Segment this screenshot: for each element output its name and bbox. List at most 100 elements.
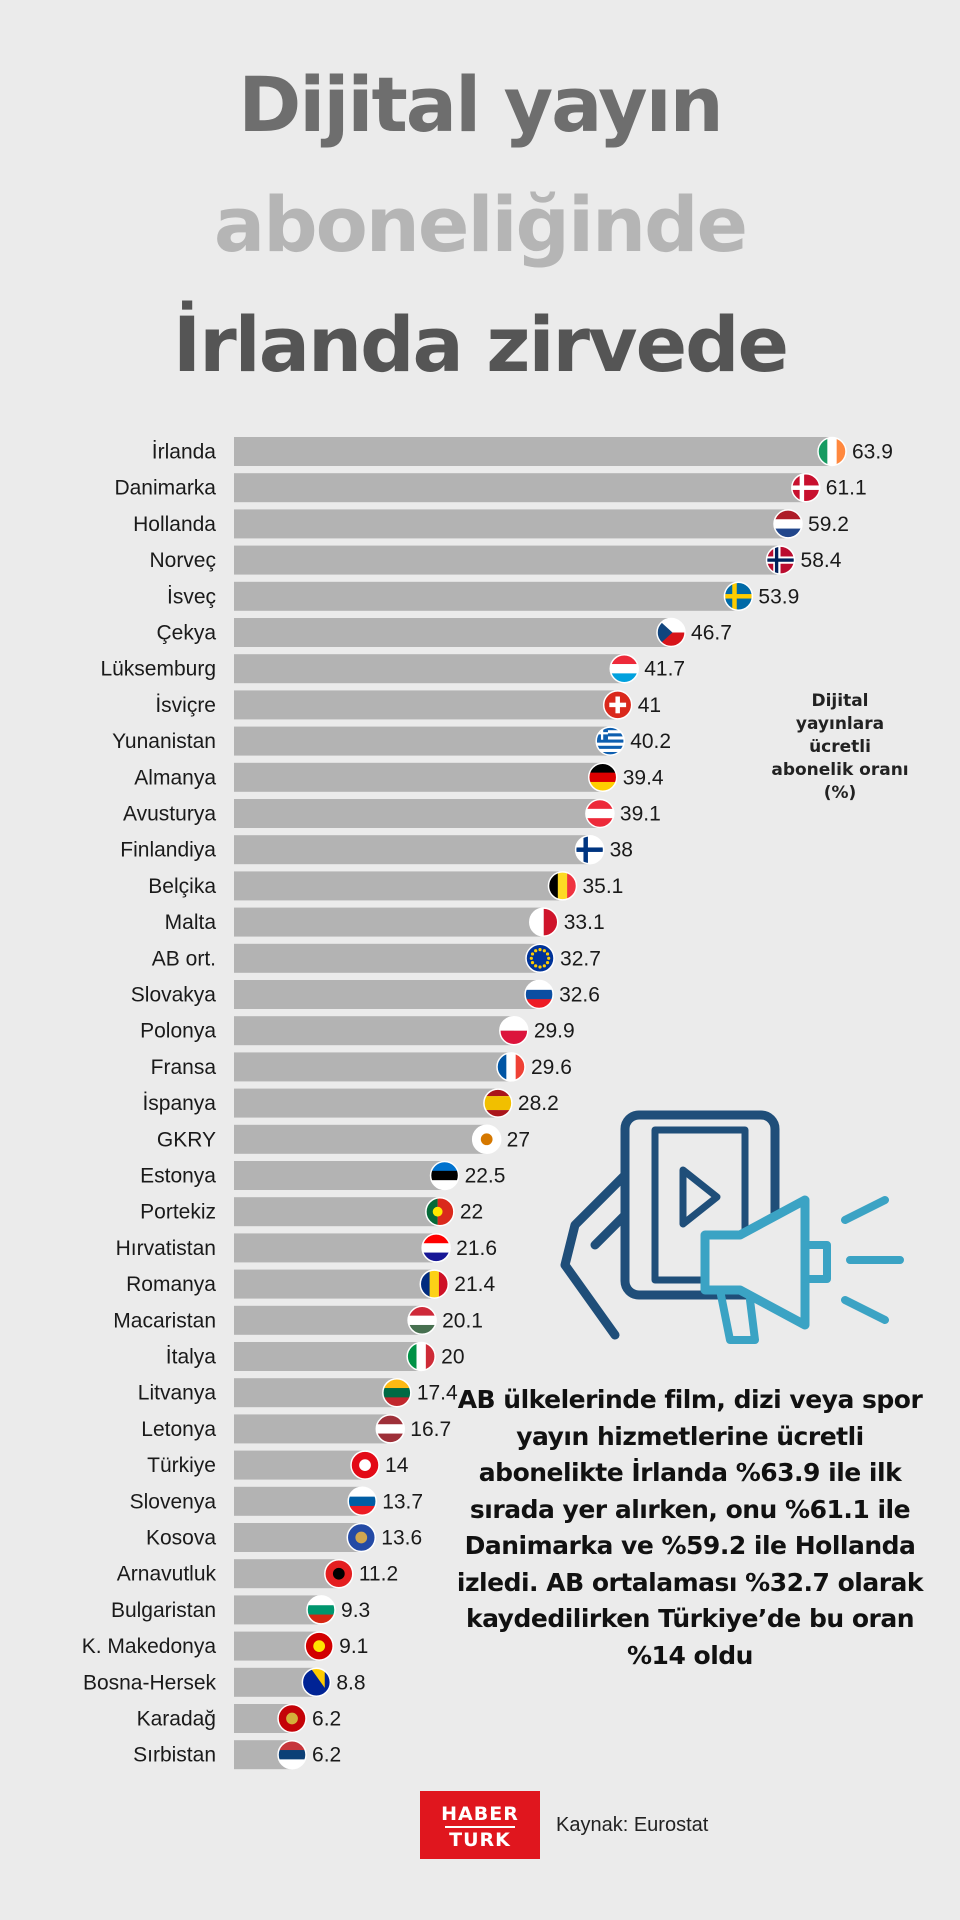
category-label: Malta [165, 911, 217, 934]
value-label: 13.6 [381, 1527, 422, 1550]
source-text: Kaynak: Eurostat [556, 1814, 709, 1836]
value-label: 46.7 [691, 622, 732, 645]
value-label: 20 [441, 1346, 464, 1369]
value-label: 32.6 [559, 984, 600, 1007]
bar [234, 907, 544, 937]
bar-row: İrlanda 63.9 [152, 436, 893, 467]
category-label: Çekya [156, 622, 216, 645]
bar-row: Norveç 58.4 [149, 545, 842, 575]
belgium-flag-icon [547, 871, 578, 901]
category-label: Almanya [134, 766, 216, 789]
legend-label: Dijital yayınlara ücretli abonelik oranı… [771, 691, 909, 803]
switzerland-flag-icon [602, 690, 633, 720]
albania-flag-icon [324, 1558, 354, 1589]
value-label: 11.2 [359, 1563, 398, 1586]
bar-row: Fransa 29.6 [151, 1052, 572, 1082]
value-label: 29.9 [534, 1020, 575, 1043]
value-label: 38 [610, 839, 633, 862]
bar [234, 1052, 512, 1082]
category-label: GKRY [157, 1128, 216, 1151]
title-line-3: İrlanda zirvede [172, 300, 789, 389]
bar [234, 1414, 391, 1444]
hungary-flag-icon [407, 1305, 437, 1336]
bar [234, 1523, 362, 1552]
czechia-flag-icon [656, 617, 686, 648]
greece-flag-icon [595, 726, 625, 756]
bar [234, 545, 781, 575]
bar [234, 654, 625, 684]
bar [234, 509, 789, 539]
bar [234, 437, 832, 466]
value-label: 61.1 [826, 477, 867, 500]
luxembourg-flag-icon [609, 653, 639, 684]
bar [234, 980, 540, 1009]
bar-row: İsveç 53.9 [167, 581, 799, 612]
category-label: Lüksemburg [100, 658, 216, 681]
croatia-flag-icon [421, 1233, 451, 1263]
bar [234, 871, 563, 901]
bar [234, 1016, 514, 1046]
bar [234, 618, 672, 647]
estonia-flag-icon [429, 1160, 460, 1191]
value-label: 63.9 [852, 441, 893, 464]
bar [234, 473, 806, 503]
bar-row: İspanya 28.2 [142, 1088, 559, 1118]
finland-flag-icon [574, 834, 605, 865]
category-label: Danimarka [114, 477, 216, 500]
bar-row: Sırbistan 6.2 [133, 1739, 341, 1770]
bar-row: Hırvatistan 21.6 [116, 1233, 497, 1263]
austria-flag-icon [585, 798, 615, 829]
category-label: İspanya [142, 1092, 216, 1115]
bar-row: K. Makedonya 9.1 [82, 1631, 368, 1661]
value-label: 6.2 [312, 1744, 341, 1767]
denmark-flag-icon [791, 472, 821, 503]
category-label: Hırvatistan [116, 1237, 216, 1260]
value-label: 16.7 [410, 1418, 451, 1441]
bar-row: Malta 33.1 [165, 907, 605, 937]
bar-row: Avusturya 39.1 [123, 798, 661, 829]
north-macedonia-flag-icon [304, 1631, 334, 1661]
bar-row: Finlandiya 38 [120, 834, 633, 865]
sweden-flag-icon [723, 581, 754, 612]
value-label: 22.5 [465, 1165, 506, 1188]
bar-row: Slovakya 32.6 [131, 979, 600, 1010]
value-label: 8.8 [336, 1671, 365, 1694]
category-label: Hollanda [133, 513, 216, 536]
value-label: 9.3 [341, 1599, 370, 1622]
value-label: 39.4 [623, 766, 664, 789]
bar-row: Çekya 46.7 [156, 617, 732, 648]
value-label: 40.2 [630, 730, 671, 753]
kosovo-flag-icon [346, 1522, 377, 1553]
value-label: 14 [385, 1454, 409, 1477]
value-label: 21.4 [454, 1273, 495, 1296]
bar-row: Arnavutluk 11.2 [117, 1558, 398, 1589]
bar-row: GKRY 27 [157, 1124, 530, 1155]
bar-row: Hollanda 59.2 [133, 509, 849, 539]
category-label: Arnavutluk [117, 1563, 217, 1586]
category-label: Bosna-Hersek [83, 1671, 217, 1694]
poland-flag-icon [499, 1015, 529, 1046]
bar-row: Estonya 22.5 [140, 1160, 506, 1191]
bosnia-flag-icon [301, 1667, 332, 1698]
value-label: 33.1 [564, 911, 605, 934]
value-label: 29.6 [531, 1056, 572, 1079]
title-line-2: aboneliğinde [213, 180, 748, 269]
value-label: 32.7 [560, 947, 601, 970]
spain-flag-icon [483, 1088, 513, 1118]
eu-flag-icon [525, 943, 555, 974]
bar [234, 1450, 366, 1480]
bar-row: İsviçre 41 [155, 690, 661, 720]
category-label: İsveç [167, 585, 216, 608]
bar [234, 690, 618, 720]
category-label: İrlanda [152, 441, 217, 464]
bar [234, 581, 739, 611]
slovakia-flag-icon [524, 979, 554, 1010]
bar [234, 1269, 435, 1299]
montenegro-flag-icon [277, 1703, 307, 1734]
value-label: 58.4 [801, 549, 842, 572]
bar-row: Kosova 13.6 [146, 1522, 422, 1553]
value-label: 35.1 [582, 875, 623, 898]
bar-row: AB ort. 32.7 [152, 943, 601, 974]
bar [234, 1161, 445, 1190]
serbia-flag-icon [277, 1739, 307, 1770]
